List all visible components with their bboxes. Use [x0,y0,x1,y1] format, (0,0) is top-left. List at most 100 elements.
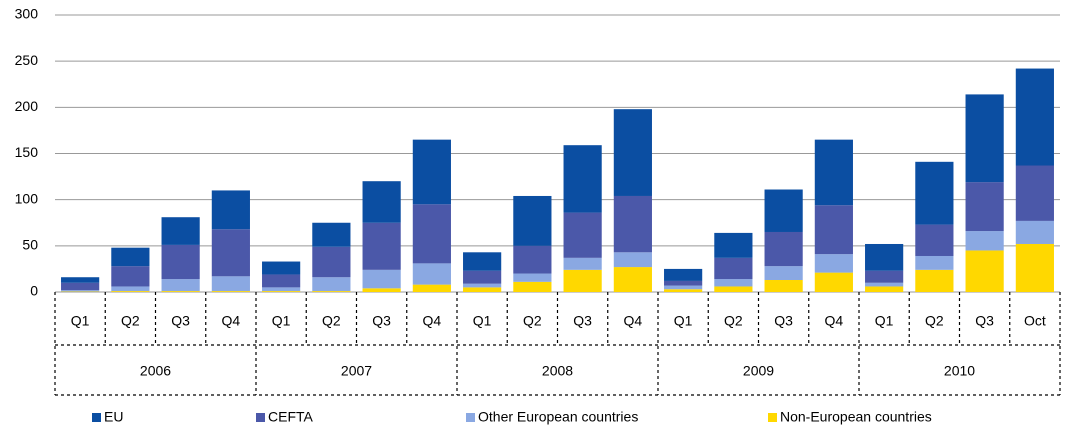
bar-segment [513,273,552,282]
legend-swatch [768,413,777,422]
bar-segment [362,269,401,289]
bar-segment [513,195,552,246]
bar-segment [211,276,250,292]
bar-segment [463,287,502,292]
bar-segment [412,139,451,205]
bar-segment [412,204,451,264]
bar-segment [161,244,200,280]
legend-label: Non-European countries [780,409,932,425]
bar-segment [613,267,652,292]
bar-segment [61,290,100,292]
legend-swatch [256,413,265,422]
bar-segment [111,291,150,292]
y-tick-label: 100 [15,190,39,206]
bar-segment [262,261,301,275]
y-tick-label: 0 [30,283,38,299]
bar-segment [262,291,301,292]
bar-segment [463,252,502,271]
bar-segment [664,285,703,290]
bar-segment [865,282,904,287]
x-tick-label: Q3 [774,313,793,329]
bar-segment [814,272,853,292]
bar-segment [161,217,200,245]
bar-segment [111,247,150,267]
bar-segment [312,277,351,292]
bar-segment [362,222,401,270]
bar-segment [412,284,451,292]
bar-segment [362,181,401,223]
bar-segment [61,277,100,283]
bar-segment [714,286,753,292]
bar-segment [262,274,301,288]
y-tick-label: 250 [15,52,39,68]
x-tick-label: Q2 [322,313,341,329]
y-tick-label: 150 [15,144,39,160]
bar-segment [865,270,904,283]
x-tick-label: Q4 [624,313,643,329]
bar-segment [563,212,602,258]
bar-segment [814,254,853,273]
x-tick-label: Oct [1024,313,1046,329]
x-tick-label: Q3 [372,313,391,329]
group-label: 2006 [140,363,171,379]
bar-segment [161,279,200,292]
group-label: 2007 [341,363,372,379]
bar-segment [61,282,100,291]
bar-segment [412,263,451,285]
bar-segment [664,289,703,292]
bar-segment [211,291,250,292]
bar-segment [1015,165,1054,221]
bar-segment [764,231,803,267]
bar-segment [764,266,803,280]
bar-segment [513,281,552,292]
x-tick-label: Q1 [875,313,894,329]
bar-segment [865,243,904,271]
legend-swatch [466,413,475,422]
bar-segment [312,222,351,247]
bar-segment [915,161,954,225]
bar-segment [563,145,602,213]
bar-segment [513,245,552,274]
bar-segment [111,286,150,292]
bar-segment [312,246,351,278]
legend-label: EU [104,409,123,425]
bar-segment [965,250,1004,292]
bar-segment [714,232,753,258]
x-tick-label: Q4 [222,313,241,329]
bar-segment [915,269,954,292]
group-label: 2010 [944,363,975,379]
bar-segment [463,270,502,284]
y-tick-label: 300 [15,6,39,22]
x-tick-label: Q1 [71,313,90,329]
bar-segment [865,286,904,292]
legend-label: CEFTA [268,409,314,425]
bar-segment [915,224,954,256]
bar-segment [362,288,401,292]
bar-segment [262,287,301,292]
group-label: 2008 [542,363,573,379]
bar-segment [312,291,351,292]
bar-segment [814,139,853,206]
x-tick-label: Q3 [573,313,592,329]
bar-segment [965,94,1004,183]
bar-segment [1015,220,1054,244]
legend-swatch [92,413,101,422]
bar-segment [764,279,803,292]
bar-segment [613,252,652,268]
bar-segment [714,279,753,287]
bar-segment [664,280,703,286]
x-tick-label: Q1 [674,313,693,329]
bar-segment [1015,243,1054,292]
bar-segment [563,269,602,292]
bar-segment [664,268,703,281]
bar-segment [613,195,652,253]
bar-segment [111,266,150,287]
x-tick-label: Q1 [473,313,492,329]
y-tick-label: 200 [15,98,39,114]
bar-segment [814,205,853,255]
bar-segment [161,291,200,292]
bar-segment [1015,68,1054,166]
bar-segment [965,182,1004,232]
bar-segment [714,257,753,280]
